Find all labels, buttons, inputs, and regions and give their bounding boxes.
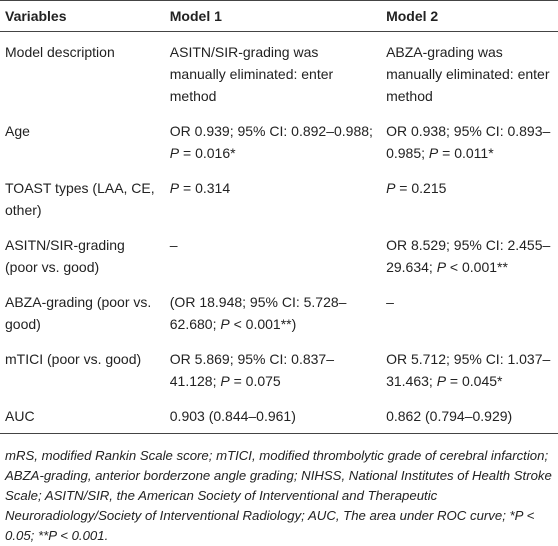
footnote: mRS, modified Rankin Scale score; mTICI,… (5, 448, 552, 543)
header-cell: Model 2 (381, 0, 558, 32)
table-cell: (OR 18.948; 95% CI: 5.728–62.680; P < 0.… (165, 282, 381, 339)
text-run: = 0.075 (229, 373, 281, 389)
table-row: mTICI (poor vs. good) OR 5.869; 95% CI: 0… (0, 339, 558, 396)
text-run: OR 5.712; 95% CI: 1.037–31.463; (386, 351, 551, 389)
text-run: P (220, 316, 230, 332)
text-run: P (169, 145, 180, 161)
header-row: Variables Model 1 Model 2 (0, 0, 558, 32)
text-run: P (386, 180, 396, 196)
table-row: AUC 0.903 (0.844–0.961) 0.862 (0.794–0.929… (0, 396, 558, 434)
text-run: P (169, 180, 180, 196)
text-run: (OR 18.948; 95% CI: 5.728–62.680; (169, 294, 347, 332)
text-run: P (428, 145, 439, 161)
table-cell: Age (5, 123, 30, 139)
table-cell: AUC (0, 396, 165, 434)
text-run: P (436, 373, 447, 389)
table-cell: ASITN/SIR-grading was manually eliminate… (169, 44, 334, 104)
text-run: P (436, 259, 447, 275)
text-run: < 0.001** (446, 259, 508, 275)
table-cell: OR 8.529; 95% CI: 2.455–29.634; P < 0.00… (381, 225, 558, 282)
table-row: ABZA-grading (poor vs. good) (OR 18.948; … (0, 282, 558, 339)
table-row: Model description ASITN/SIR-grading was m… (0, 32, 558, 112)
table-cell: P = 0.215 (381, 168, 558, 225)
table-body: Model description ASITN/SIR-grading was m… (0, 32, 558, 434)
text-run: = 0.045* (446, 373, 503, 389)
table-cell: P = 0.314 (165, 168, 381, 225)
text-run: P (220, 373, 230, 389)
table-cell: OR 5.869; 95% CI: 0.837–41.128; P = 0.07… (165, 339, 381, 396)
table-cell: OR 0.938; 95% CI: 0.893–0.985; P = 0.011… (381, 111, 558, 168)
table-cell: ABZA-grading was manually eliminated: en… (386, 44, 550, 104)
table-cell: OR 0.939; 95% CI: 0.892–0.988; P = 0.016… (165, 111, 381, 168)
text-run: OR 0.938; 95% CI: 0.893–0.985; (386, 123, 551, 161)
table-cell: – (169, 237, 178, 253)
table-cell: Model description (5, 44, 115, 60)
table-cell: TOAST types (LAA, CE, other) (5, 180, 155, 218)
table-cell: 0.862 (0.794–0.929) (381, 396, 558, 434)
text-run: OR 5.869; 95% CI: 0.837–41.128; (169, 351, 334, 389)
text-run: = 0.314 (179, 180, 231, 196)
table: Variables Model 1 Model 2 Model descript… (0, 0, 558, 434)
table-row: TOAST types (LAA, CE, other) P = 0.314 P =… (0, 168, 558, 225)
text-run: = 0.016* (179, 145, 236, 161)
table-cell: mTICI (poor vs. good) (5, 351, 142, 367)
text-run: = 0.215 (395, 180, 447, 196)
table-cell: – (386, 294, 394, 310)
text-run: < 0.001**) (229, 316, 297, 332)
table-cell: ABZA-grading (poor vs. good) (5, 294, 152, 332)
header-cell: Variables (0, 0, 165, 32)
text-run: = 0.011* (438, 145, 494, 161)
table-cell: OR 5.712; 95% CI: 1.037–31.463; P = 0.04… (381, 339, 558, 396)
table-row: Age OR 0.939; 95% CI: 0.892–0.988; P = 0.… (0, 111, 558, 168)
table-cell: ASITN/SIR-grading (poor vs. good) (5, 237, 125, 275)
text-run: OR 0.939; 95% CI: 0.892–0.988; (169, 123, 373, 139)
table-cell: 0.903 (0.844–0.961) (164, 396, 382, 434)
header-cell: Model 1 (164, 0, 382, 32)
text-run: OR 8.529; 95% CI: 2.455–29.634; (386, 237, 551, 275)
table-row: ASITN/SIR-grading (poor vs. good) – OR 8.5… (0, 225, 558, 282)
